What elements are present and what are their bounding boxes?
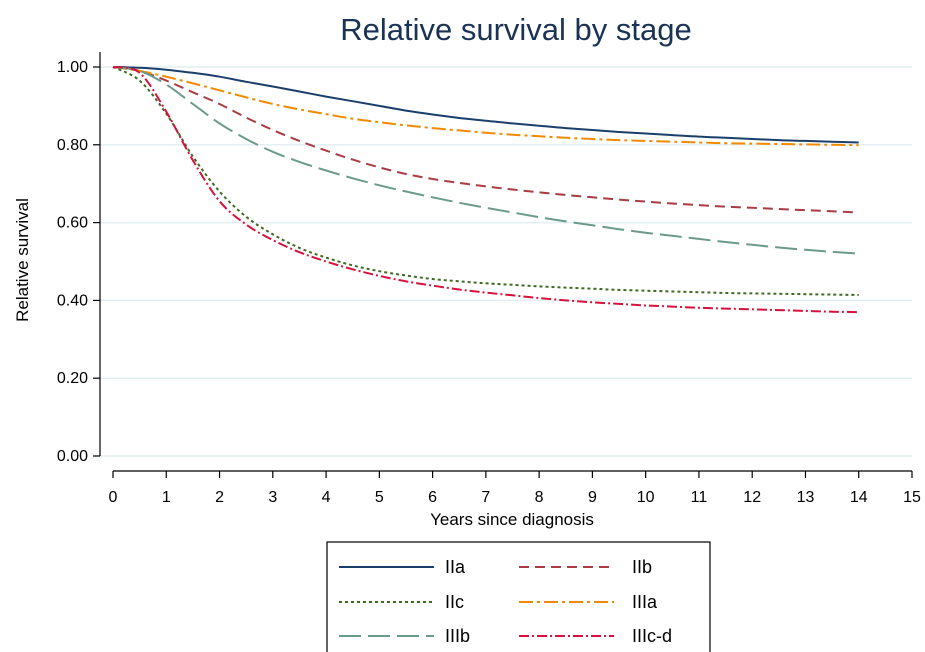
y-tick-label: 0.20 xyxy=(57,370,88,387)
legend: IIa IIb IIc IIIa IIIb IIIc-d xyxy=(326,541,711,652)
x-tick-label: 0 xyxy=(109,489,118,506)
y-tick-label: 1.00 xyxy=(57,59,88,76)
x-tick-label: 12 xyxy=(743,489,761,506)
legend-label: IIb xyxy=(632,557,652,577)
series-line-iib xyxy=(112,66,859,214)
x-tick-label: 15 xyxy=(903,489,921,506)
legend-label: IIa xyxy=(445,557,466,577)
y-tick-label: 0.80 xyxy=(57,137,88,154)
x-tick-label: 14 xyxy=(850,489,868,506)
series-line-iic xyxy=(112,66,859,296)
y-tick-label: 0.60 xyxy=(57,215,88,232)
chart-title: Relative survival by stage xyxy=(340,12,692,47)
x-tick-label: 13 xyxy=(797,489,815,506)
legend-label: IIc xyxy=(445,592,464,612)
series-line-iia xyxy=(112,66,859,144)
x-tick-label: 9 xyxy=(588,489,597,506)
x-tick-label: 4 xyxy=(322,489,331,506)
x-tick-label: 1 xyxy=(162,489,171,506)
y-axis-label: Relative survival xyxy=(13,198,32,322)
x-tick-label: 11 xyxy=(691,489,708,506)
legend-box xyxy=(326,541,711,652)
x-tick-label: 2 xyxy=(215,489,224,506)
y-tick-label: 0.40 xyxy=(57,292,88,309)
x-tick-label: 7 xyxy=(481,489,490,506)
legend-label: IIIc-d xyxy=(632,626,672,646)
x-tick-label: 6 xyxy=(428,489,437,506)
x-axis-label: Years since diagnosis xyxy=(430,510,594,529)
series-line-iiib xyxy=(112,66,859,255)
x-tick-label: 8 xyxy=(535,489,544,506)
legend-label: IIIb xyxy=(445,626,470,646)
series-line-iiia xyxy=(112,66,859,147)
legend-label: IIIa xyxy=(632,592,658,612)
x-tick-label: 3 xyxy=(268,489,277,506)
x-tick-label: 5 xyxy=(375,489,384,506)
series-line-iiic-d xyxy=(112,66,859,314)
y-tick-label: 0.00 xyxy=(57,448,88,465)
axes: 0.000.200.400.600.801.000 1 2 3 4 5 6 7 8 9 10 11 12… xyxy=(57,52,921,506)
gridlines xyxy=(100,66,912,457)
x-tick-label: 10 xyxy=(637,489,655,506)
series-layer xyxy=(112,66,859,314)
